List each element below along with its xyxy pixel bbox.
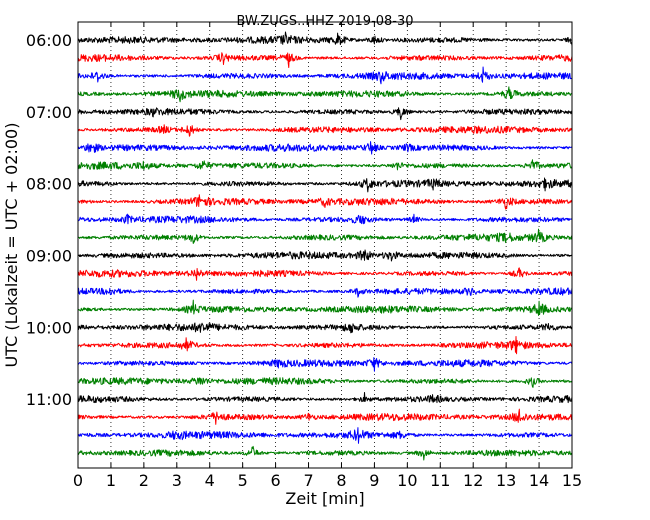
trace-1100 <box>77 392 573 404</box>
y-tick-label: 09:00 <box>26 246 72 265</box>
trace-0930 <box>77 287 573 298</box>
trace-0715 <box>77 124 573 137</box>
y-tick-label: 07:00 <box>26 103 72 122</box>
x-tick-label: 9 <box>369 471 379 490</box>
x-tick-label: 3 <box>172 471 182 490</box>
x-tick-label: 12 <box>463 471 483 490</box>
x-axis-label: Zeit [min] <box>285 489 364 508</box>
trace-0830 <box>77 213 573 225</box>
trace-1030 <box>77 357 573 372</box>
y-tick-label: 08:00 <box>26 175 72 194</box>
x-tick-label: 0 <box>73 471 83 490</box>
trace-0730 <box>77 141 573 155</box>
x-tick-label: 8 <box>336 471 346 490</box>
vertical-grid <box>110 22 540 468</box>
x-axis-ticks: 0 1 2 3 4 5 6 7 8 9 10 11 12 13 14 15 <box>73 22 582 490</box>
trace-0945 <box>77 299 573 316</box>
x-tick-label: 4 <box>205 471 215 490</box>
trace-0630 <box>77 66 573 85</box>
trace-0615 <box>77 52 573 69</box>
trace-0645 <box>77 86 573 103</box>
x-tick-label: 2 <box>139 471 149 490</box>
x-tick-label: 5 <box>238 471 248 490</box>
trace-1130 <box>77 427 573 444</box>
y-tick-label: 10:00 <box>26 318 72 337</box>
trace-1145 <box>77 445 573 461</box>
y-axis-label: UTC (Lokalzeit = UTC + 02:00) <box>2 123 21 368</box>
trace-0600 <box>77 31 573 46</box>
trace-1115 <box>77 408 573 425</box>
trace-0745 <box>77 159 573 171</box>
trace-0900 <box>77 249 573 262</box>
x-tick-label: 10 <box>397 471 417 490</box>
trace-1000 <box>77 322 573 334</box>
trace-0815 <box>77 194 573 210</box>
y-tick-label: 06:00 <box>26 31 72 50</box>
trace-0700 <box>77 107 573 121</box>
x-tick-label: 1 <box>106 471 116 490</box>
x-tick-label: 6 <box>271 471 281 490</box>
x-tick-label: 11 <box>430 471 450 490</box>
x-tick-label: 14 <box>529 471 549 490</box>
trace-1045 <box>77 377 573 388</box>
x-tick-label: 13 <box>496 471 516 490</box>
x-tick-label: 15 <box>562 471 582 490</box>
y-tick-label: 11:00 <box>26 390 72 409</box>
plot-frame <box>77 21 573 469</box>
trace-0845 <box>77 228 573 244</box>
x-tick-label: 7 <box>303 471 313 490</box>
seismic-traces <box>77 31 573 461</box>
y-axis-ticks: 06:00 07:00 08:00 09:00 10:00 11:00 <box>26 31 572 409</box>
trace-0800 <box>77 177 573 193</box>
trace-0915 <box>77 267 573 281</box>
trace-1015 <box>77 335 573 355</box>
